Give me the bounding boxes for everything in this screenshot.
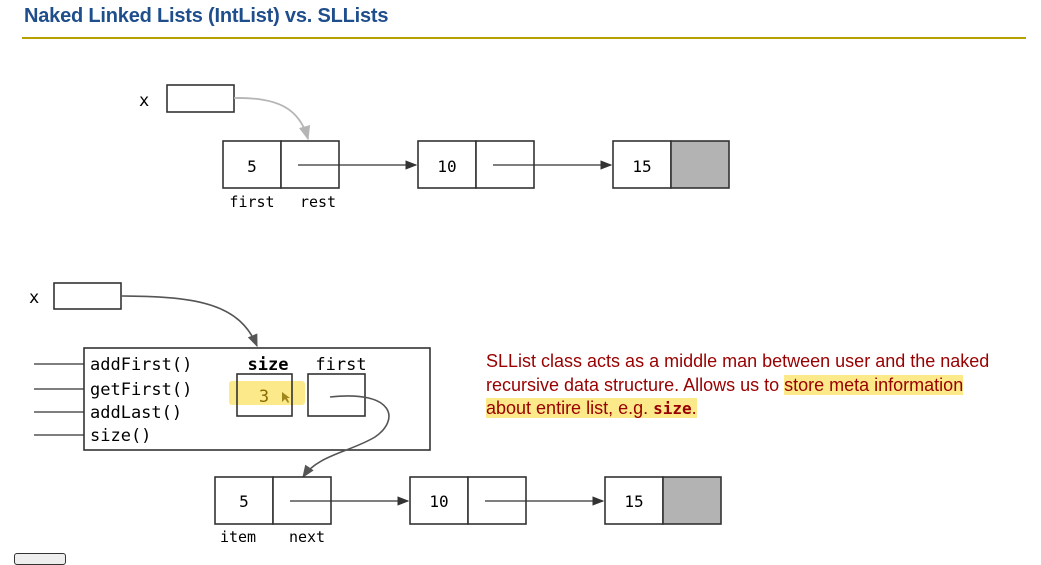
title-divider <box>22 37 1026 39</box>
null-pointer-box <box>662 476 722 525</box>
intlist-node-value: 5 <box>247 157 257 176</box>
sllist-node-value: 10 <box>429 492 448 511</box>
method-label: getFirst() <box>90 380 192 400</box>
sllist-node-3: 15 <box>604 476 722 525</box>
cursor-icon <box>282 392 290 403</box>
sllist-var-label: x <box>29 288 39 308</box>
null-pointer-box <box>670 140 730 189</box>
license-badge <box>14 553 66 565</box>
method-label: addFirst() <box>90 355 192 375</box>
size-field-value: 3 <box>259 387 269 407</box>
size-field-box <box>236 373 293 417</box>
note-highlight-end: . <box>691 398 697 418</box>
intlist-node-3: 15 <box>612 140 730 189</box>
method-label: size() <box>90 426 151 446</box>
sllist-node-value: 5 <box>239 492 249 511</box>
intlist-rest-label: rest <box>300 193 336 211</box>
intlist-var-label: x <box>139 91 149 111</box>
sllist-node-value: 15 <box>624 492 643 511</box>
intlist-node-value: 15 <box>632 157 651 176</box>
size-field-label: size <box>248 355 289 375</box>
first-field-box <box>307 373 366 417</box>
first-field-label: first <box>315 355 366 375</box>
intlist-first-label: first <box>229 193 274 211</box>
intlist-pointer-arrow <box>233 97 311 141</box>
sllist-pointer-arrow <box>120 295 258 348</box>
sllist-var-box <box>53 282 122 310</box>
sllist-node-2: 10 <box>409 476 527 525</box>
slide-title: Naked Linked Lists (IntList) vs. SLLists <box>24 5 389 27</box>
explanation-note: SLList class acts as a middle man betwee… <box>486 350 996 421</box>
sllist-item-label: item <box>220 528 256 546</box>
intlist-node-value: 10 <box>437 157 456 176</box>
note-code-size: size <box>653 399 692 418</box>
first-pointer-arrow <box>302 395 390 479</box>
intlist-node-2: 10 <box>417 140 535 189</box>
note-highlight-text: store meta information about entire list… <box>486 374 964 419</box>
note-text: SLList class acts as a middle man betwee… <box>486 351 990 395</box>
intlist-var-box <box>166 84 235 113</box>
sllist-next-label: next <box>289 528 325 546</box>
method-label: addLast() <box>90 403 182 423</box>
